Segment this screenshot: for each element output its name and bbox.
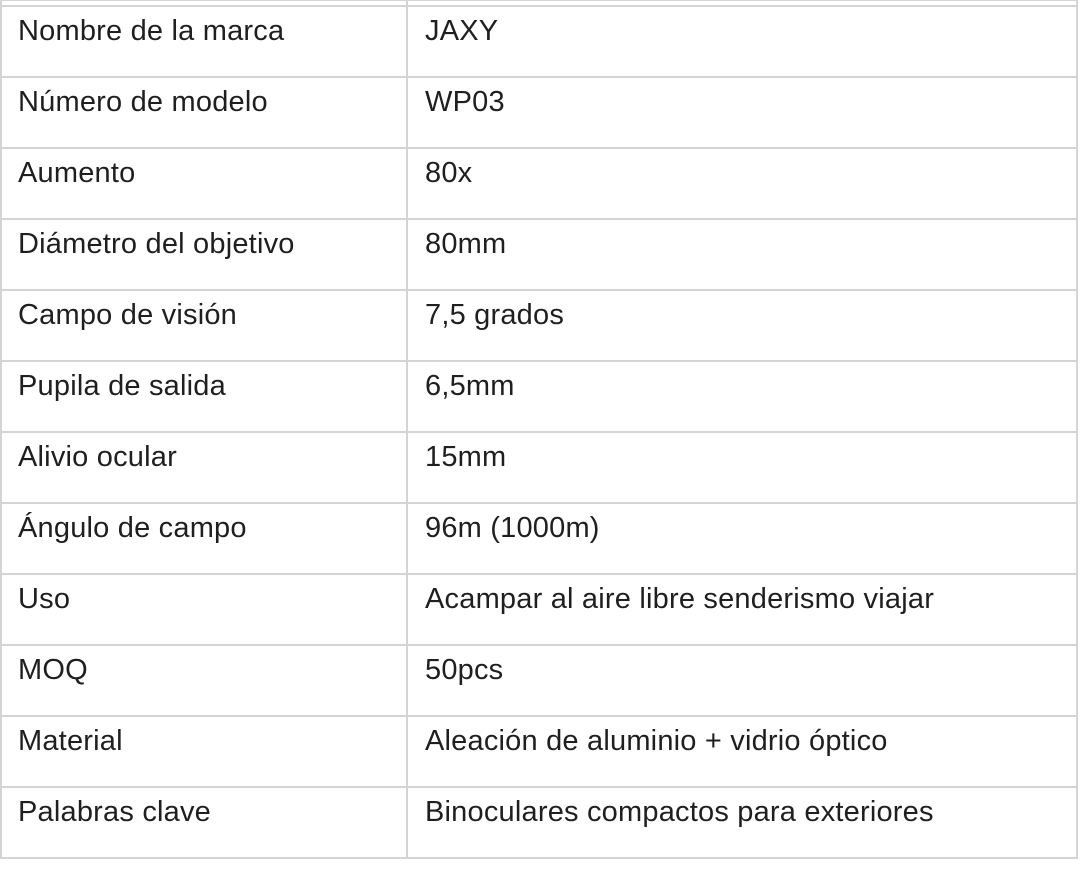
table-row: Uso Acampar al aire libre senderismo via… [0, 572, 1078, 646]
spec-label-cell: Número de modelo [0, 75, 408, 149]
table-row: MOQ 50pcs [0, 643, 1078, 717]
table-row: Número de modelo WP03 [0, 75, 1078, 149]
spec-label-cell: Nombre de la marca [0, 4, 408, 78]
spec-label-cell: Aumento [0, 146, 408, 220]
spec-label-cell: Ángulo de campo [0, 501, 408, 575]
spec-label-cell: MOQ [0, 643, 408, 717]
spec-value-cell: WP03 [406, 75, 1078, 149]
spec-value-cell: JAXY [406, 4, 1078, 78]
cropped-row [0, 0, 1078, 7]
spec-label-cell: Uso [0, 572, 408, 646]
spec-value-cell: 50pcs [406, 643, 1078, 717]
table-row: Ángulo de campo 96m (1000m) [0, 501, 1078, 575]
spec-label-cell: Diámetro del objetivo [0, 217, 408, 291]
spec-value-cell: Acampar al aire libre senderismo viajar [406, 572, 1078, 646]
table-row: Palabras clave Binoculares compactos par… [0, 785, 1078, 859]
table-row: Nombre de la marca JAXY [0, 4, 1078, 78]
table-row: Pupila de salida 6,5mm [0, 359, 1078, 433]
spec-value-cell: Aleación de aluminio + vidrio óptico [406, 714, 1078, 788]
spec-value-cell: 7,5 grados [406, 288, 1078, 362]
spec-label-cell: Palabras clave [0, 785, 408, 859]
table-row: Aumento 80x [0, 146, 1078, 220]
table-row: Campo de visión 7,5 grados [0, 288, 1078, 362]
spec-label-cell: Alivio ocular [0, 430, 408, 504]
spec-value-cell: 80x [406, 146, 1078, 220]
spec-label-cell: Campo de visión [0, 288, 408, 362]
spec-label-cell: Material [0, 714, 408, 788]
spec-value-cell: 80mm [406, 217, 1078, 291]
spec-label-cell: Pupila de salida [0, 359, 408, 433]
spec-value-cell: Binoculares compactos para exteriores [406, 785, 1078, 859]
spec-value-cell: 96m (1000m) [406, 501, 1078, 575]
table-row: Alivio ocular 15mm [0, 430, 1078, 504]
spec-value-cell: 15mm [406, 430, 1078, 504]
cropped-label-cell [0, 0, 408, 7]
spec-value-cell: 6,5mm [406, 359, 1078, 433]
table-row: Diámetro del objetivo 80mm [0, 217, 1078, 291]
cropped-value-cell [406, 0, 1078, 7]
table-row: Material Aleación de aluminio + vidrio ó… [0, 714, 1078, 788]
